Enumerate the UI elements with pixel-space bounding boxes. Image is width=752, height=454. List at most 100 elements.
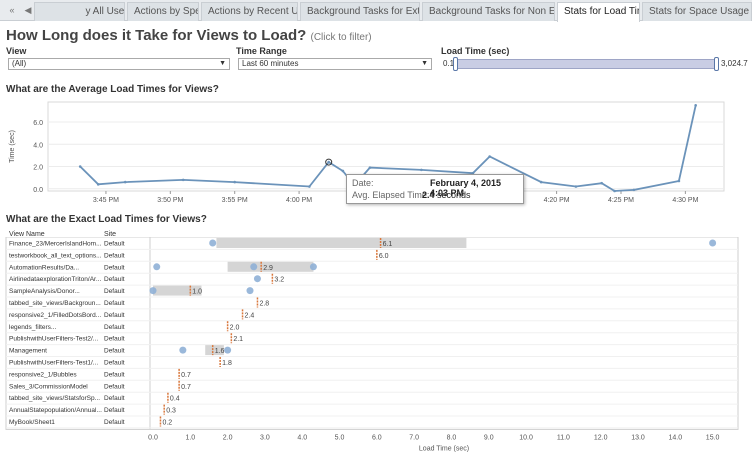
- data-point: [488, 155, 491, 158]
- data-point: [308, 185, 311, 188]
- median-label: 6.1: [383, 241, 393, 248]
- load-time-point: [250, 263, 258, 271]
- median-label: 2.9: [263, 265, 273, 272]
- data-point: [600, 181, 603, 185]
- x-tick-label: 4:00 PM: [286, 197, 312, 204]
- tab-actions-by-all-users[interactable]: y All Users: [34, 2, 125, 21]
- view-name: Finance_23/MercerIslandHom...: [9, 241, 102, 248]
- data-point: [694, 104, 697, 107]
- x-tick-label: 5.0: [335, 434, 345, 441]
- view-name: tabbed_site_views/Backgroun...: [9, 300, 101, 307]
- x-tick-label: 4:20 PM: [544, 197, 570, 204]
- site-name: Default: [104, 288, 125, 295]
- data-point: [471, 171, 475, 175]
- load-time-point: [309, 263, 317, 271]
- load-time-point: [224, 346, 232, 354]
- first-tab-icon[interactable]: «: [9, 5, 15, 15]
- load-time-max-handle[interactable]: [714, 57, 719, 71]
- load-time-point: [153, 263, 161, 271]
- avg-section-title: What are the Average Load Times for View…: [6, 84, 219, 95]
- range-bar: [205, 345, 224, 356]
- time-range-select[interactable]: Last 60 minutes ▼: [238, 58, 432, 70]
- site-name: Default: [104, 264, 125, 271]
- page-subtitle: (Click to filter): [310, 32, 372, 43]
- data-point: [539, 180, 543, 184]
- view-name: PublishwithUserFilters-Test1/...: [9, 360, 98, 367]
- x-tick-label: 12.0: [594, 434, 608, 441]
- x-tick-label: 14.0: [668, 434, 682, 441]
- page-title: How Long does it Take for Views to Load?…: [6, 27, 372, 44]
- prev-tab-icon[interactable]: ◀: [24, 5, 32, 15]
- x-tick-label: 3:50 PM: [157, 197, 183, 204]
- y-tick-label: 2.0: [33, 165, 43, 172]
- view-name: responsive2_1/Bubbles: [9, 371, 77, 378]
- tooltip-date-value: February 4, 2015 4:03 PM: [430, 178, 502, 198]
- load-time-series-line: [79, 105, 697, 192]
- site-name: Default: [104, 241, 125, 248]
- data-point: [96, 183, 100, 186]
- site-name: Default: [104, 419, 125, 426]
- y-tick-label: 6.0: [33, 120, 43, 127]
- x-tick-label: 1.0: [185, 434, 195, 441]
- view-name: Sales_3/CommissionModel: [9, 383, 88, 390]
- time-range-value: Last 60 minutes: [242, 59, 299, 68]
- x-tick-label: 7.0: [409, 434, 419, 441]
- tooltip-date-label: Date:: [352, 178, 374, 188]
- tooltip: Date: February 4, 2015 4:03 PM Avg. Elaps…: [346, 174, 524, 204]
- data-point: [677, 179, 681, 183]
- load-time-slider[interactable]: [455, 59, 718, 69]
- median-label: 0.2: [162, 420, 172, 427]
- hovered-point: [325, 158, 333, 166]
- exact-load-time-chart[interactable]: Finance_23/MercerIslandHom... Default 6.1t…: [0, 237, 752, 454]
- tab-actions-by-specific-user[interactable]: Actions by Specific User: [127, 2, 199, 21]
- x-tick-label: 2.0: [223, 434, 233, 441]
- data-point: [341, 169, 345, 173]
- median-label: 2.4: [245, 312, 255, 319]
- site-name: Default: [104, 324, 125, 331]
- tooltip-elapsed-unit: seconds: [437, 190, 471, 200]
- column-header-view: View Name: [9, 231, 45, 238]
- median-label: 2.1: [233, 336, 243, 343]
- median-label: 6.0: [379, 253, 389, 260]
- site-name: Default: [104, 348, 125, 355]
- load-time-label: Load Time (sec): [441, 46, 510, 56]
- median-label: 1.6: [215, 348, 225, 355]
- load-time-point: [246, 287, 254, 295]
- site-name: Default: [104, 395, 125, 402]
- data-point: [574, 185, 578, 188]
- median-label: 1.0: [192, 289, 202, 296]
- view-name: responsive2_1/FilledDotsBord...: [9, 312, 101, 319]
- x-tick-label: 4.0: [297, 434, 307, 441]
- site-name: Default: [104, 383, 125, 390]
- tab-stats-for-space-usage[interactable]: Stats for Space Usage: [642, 2, 752, 21]
- x-tick-label: 13.0: [631, 434, 645, 441]
- view-filter-label: View: [6, 46, 27, 56]
- data-point: [123, 180, 127, 184]
- load-time-min: 0.1: [443, 59, 455, 68]
- x-tick-label: 4:30 PM: [672, 197, 698, 204]
- view-filter-value: (All): [12, 59, 27, 68]
- data-point: [233, 180, 237, 184]
- site-name: Default: [104, 371, 125, 378]
- site-name: Default: [104, 276, 125, 283]
- time-range-label: Time Range: [236, 46, 287, 56]
- view-name: Management: [9, 348, 47, 355]
- data-point: [368, 166, 372, 169]
- tab-stats-for-load-times[interactable]: Stats for Load Times: [557, 2, 640, 22]
- tab-background-tasks-non-extracts[interactable]: Background Tasks for Non Extracts: [422, 2, 555, 21]
- x-tick-label: 0.0: [148, 434, 158, 441]
- site-name: Default: [104, 407, 125, 414]
- median-label: 0.3: [166, 408, 176, 415]
- tab-actions-by-recent-users[interactable]: Actions by Recent Users: [201, 2, 298, 21]
- x-tick-label: 6.0: [372, 434, 382, 441]
- load-time-min-handle[interactable]: [453, 57, 458, 71]
- view-name: PublishwithUserFilters-Test2/...: [9, 336, 98, 343]
- x-tick-label: 10.0: [519, 434, 533, 441]
- x-tick-label: 15.0: [706, 434, 720, 441]
- x-tick-label: 3:45 PM: [93, 197, 119, 204]
- tab-background-tasks-extracts[interactable]: Background Tasks for Extracts: [300, 2, 420, 21]
- data-point: [420, 168, 423, 172]
- load-time-point: [179, 346, 187, 354]
- view-filter-select[interactable]: (All) ▼: [8, 58, 230, 70]
- median-label: 3.2: [274, 277, 284, 284]
